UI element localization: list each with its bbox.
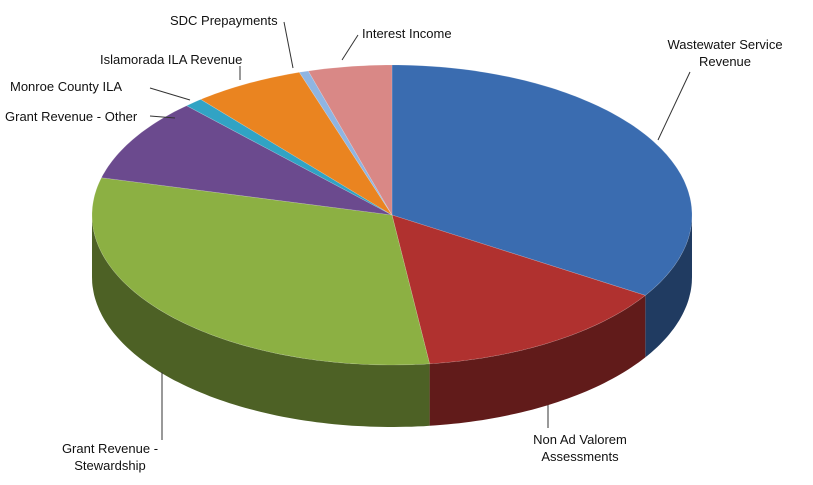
slice (200, 71, 393, 216)
slice (391, 64, 693, 296)
slice-label: Islamorada ILA Revenue (100, 52, 243, 67)
slice-label: Grant Revenue - Stewardship (61, 441, 159, 473)
slice-label: SDC Prepayments (170, 13, 278, 28)
slice-label: Monroe County ILA (10, 79, 123, 94)
slice-label: Grant Revenue - Other (5, 109, 138, 124)
slice-side (429, 295, 646, 426)
leader-line (657, 71, 691, 141)
slice-side (645, 215, 692, 358)
leader-line (149, 115, 176, 119)
slice-label: Non Ad Valorem Assessments (533, 432, 627, 464)
slice-label: Wastewater Service Revenue (667, 37, 783, 69)
slice (391, 214, 646, 365)
slice-label: Interest Income (362, 26, 452, 41)
leader-line (341, 34, 359, 61)
slice (307, 64, 393, 217)
slice (91, 177, 430, 366)
leader-line (283, 21, 294, 69)
leader-line (149, 87, 191, 101)
slice-side (92, 215, 430, 427)
slice (100, 105, 393, 216)
